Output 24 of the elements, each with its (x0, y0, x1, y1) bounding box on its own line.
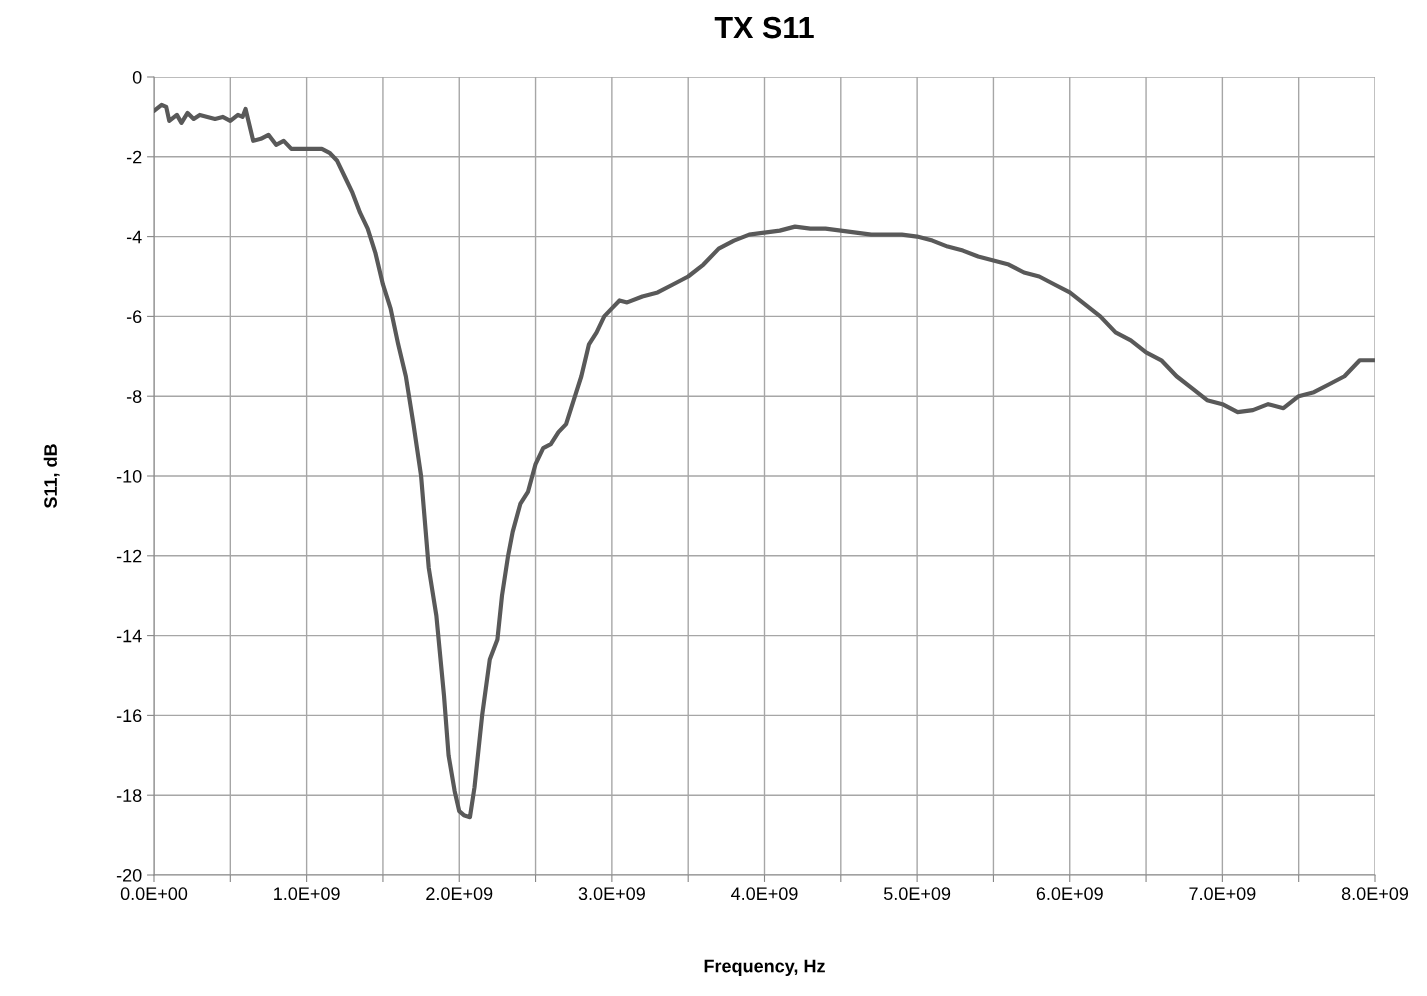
x-tick-label: 5.0E+09 (883, 887, 951, 901)
x-tick-label: 3.0E+09 (578, 887, 645, 901)
y-tick-label: -6 (126, 310, 142, 324)
x-tick-label: 6.0E+09 (1036, 887, 1103, 901)
y-tick-label: -18 (116, 789, 142, 802)
x-tick-label: 2.0E+09 (426, 887, 493, 901)
y-tick-label: -14 (116, 629, 142, 643)
y-tick-label: -12 (116, 549, 142, 563)
y-tick-label: -4 (126, 230, 142, 244)
chart-title: TX S11 (714, 16, 814, 39)
y-tick-label: -10 (116, 469, 142, 483)
y-tick-label: 0 (132, 70, 142, 84)
y-tick-label: -8 (126, 390, 142, 403)
x-tick-label: 8.0E+09 (1341, 887, 1409, 901)
y-axis-title: S11, dB (43, 444, 60, 509)
y-tick-label: -20 (116, 868, 142, 882)
x-tick-label: 4.0E+09 (731, 887, 798, 901)
x-tick-label: 0.0E+00 (120, 887, 188, 901)
x-axis-title: Frequency, Hz (704, 959, 825, 977)
line-series (154, 102, 1375, 820)
x-tick-label: 7.0E+09 (1189, 887, 1256, 901)
y-tick-label: -16 (116, 709, 142, 723)
y-tick-label: -2 (126, 150, 142, 164)
x-tick-label: 1.0E+09 (274, 887, 340, 901)
